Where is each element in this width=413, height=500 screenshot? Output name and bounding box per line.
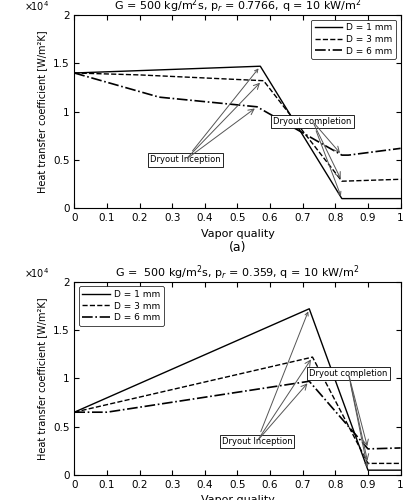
- D = 1 mm: [398, 196, 403, 202]
- D = 3 mm: [398, 176, 403, 182]
- Text: Dryout Inception: Dryout Inception: [222, 312, 308, 446]
- D = 1 mm: [366, 467, 370, 473]
- Text: Dryout Inception: Dryout Inception: [150, 69, 258, 164]
- D = 6 mm: [366, 446, 370, 452]
- D = 6 mm: [72, 70, 77, 76]
- Legend: D = 1 mm, D = 3 mm, D = 6 mm: D = 1 mm, D = 3 mm, D = 6 mm: [79, 286, 164, 326]
- Line: D = 1 mm: D = 1 mm: [74, 309, 401, 470]
- Text: $\times\!10^4$: $\times\!10^4$: [24, 266, 49, 280]
- D = 3 mm: [398, 460, 403, 466]
- Title: G =  500 kg/m$^2$s, p$_r$ = 0.359, q = 10 kW/m$^2$: G = 500 kg/m$^2$s, p$_r$ = 0.359, q = 10…: [115, 263, 360, 281]
- Text: Dryout completion: Dryout completion: [309, 369, 387, 466]
- Text: $\times\!10^4$: $\times\!10^4$: [24, 0, 49, 13]
- D = 6 mm: [307, 378, 312, 384]
- D = 3 mm: [366, 460, 370, 466]
- Title: G = 500 kg/m$^2$s, p$_r$ = 0.7766, q = 10 kW/m$^2$: G = 500 kg/m$^2$s, p$_r$ = 0.7766, q = 1…: [114, 0, 361, 15]
- D = 3 mm: [72, 70, 77, 76]
- Line: D = 3 mm: D = 3 mm: [74, 357, 401, 464]
- Line: D = 6 mm: D = 6 mm: [74, 382, 401, 449]
- X-axis label: Vapor quality: Vapor quality: [201, 496, 274, 500]
- D = 6 mm: [346, 152, 351, 158]
- D = 3 mm: [137, 72, 142, 78]
- Legend: D = 1 mm, D = 3 mm, D = 6 mm: D = 1 mm, D = 3 mm, D = 6 mm: [311, 20, 396, 59]
- X-axis label: Vapor quality: Vapor quality: [201, 228, 274, 238]
- Y-axis label: Heat transfer coefficient [W/m²K]: Heat transfer coefficient [W/m²K]: [37, 30, 47, 193]
- D = 6 mm: [254, 104, 259, 110]
- Line: D = 3 mm: D = 3 mm: [74, 73, 401, 181]
- Text: Dryout completion: Dryout completion: [273, 117, 352, 195]
- D = 1 mm: [258, 63, 263, 69]
- D = 1 mm: [307, 306, 312, 312]
- D = 6 mm: [339, 152, 344, 158]
- Text: (a): (a): [229, 241, 246, 254]
- D = 1 mm: [72, 70, 77, 76]
- D = 6 mm: [398, 146, 403, 152]
- Line: D = 1 mm: D = 1 mm: [74, 66, 401, 198]
- D = 3 mm: [261, 78, 266, 84]
- D = 3 mm: [310, 354, 315, 360]
- D = 6 mm: [104, 409, 109, 415]
- Y-axis label: Heat transfer coefficient [W/m²K]: Heat transfer coefficient [W/m²K]: [37, 297, 47, 460]
- Line: D = 6 mm: D = 6 mm: [74, 73, 401, 155]
- D = 6 mm: [72, 409, 77, 415]
- D = 1 mm: [339, 196, 344, 202]
- D = 1 mm: [398, 467, 403, 473]
- D = 1 mm: [72, 409, 77, 415]
- D = 6 mm: [398, 445, 403, 451]
- D = 3 mm: [72, 409, 77, 415]
- D = 3 mm: [339, 178, 344, 184]
- D = 6 mm: [157, 94, 161, 100]
